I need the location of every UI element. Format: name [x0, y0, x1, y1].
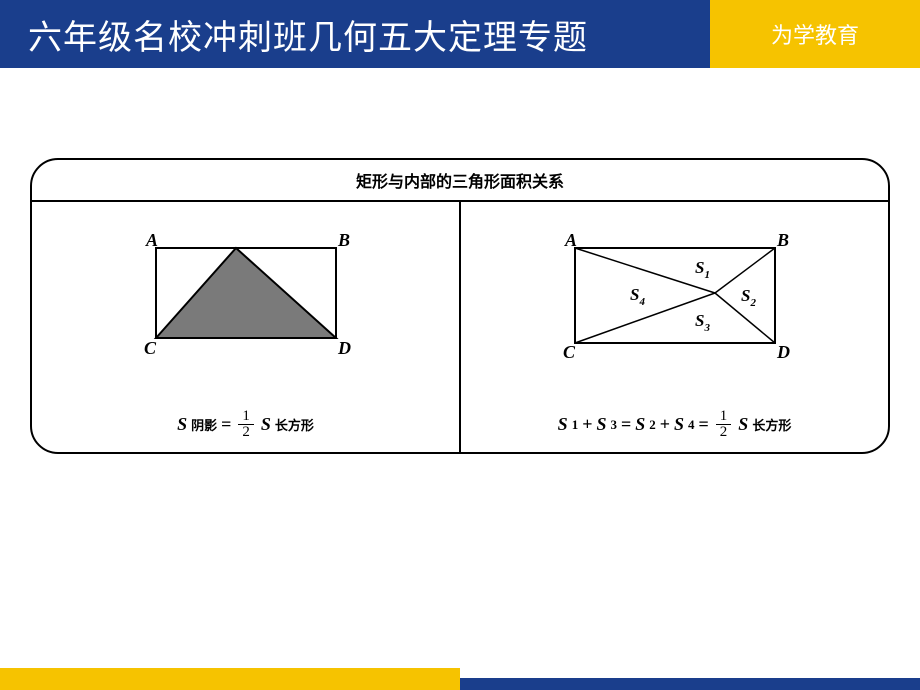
header-main: 六年级名校冲刺班几何五大定理专题	[0, 0, 710, 68]
brand-text: 为学教育	[771, 18, 859, 50]
diagram-title: 矩形与内部的三角形面积关系	[356, 174, 564, 191]
label-A-r: A	[564, 230, 577, 250]
page-title: 六年级名校冲刺班几何五大定理专题	[28, 10, 588, 59]
f-sub1: 阴影	[191, 415, 217, 434]
rf-den: 2	[716, 425, 732, 440]
f-frac: 1 2	[238, 409, 254, 440]
rf-S2: S	[635, 414, 645, 435]
left-formula-holder: S阴影 = 1 2 S长方形	[177, 403, 314, 452]
right-formula-holder: S1 + S3 = S2 + S4 = 1 2 S长方形	[558, 403, 792, 452]
right-figure: A B C D S1 S2 S3 S4	[535, 228, 815, 378]
right-formula: S1 + S3 = S2 + S4 = 1 2 S长方形	[558, 409, 792, 440]
right-figure-holder: A B C D S1 S2 S3 S4	[535, 202, 815, 403]
rf-S4: S	[674, 414, 684, 435]
header-brand: 为学教育	[710, 0, 920, 68]
left-figure: A B C D	[116, 228, 376, 378]
footer-yellow	[0, 668, 460, 690]
rf-S1: S	[558, 414, 568, 435]
label-B-r: B	[776, 230, 789, 250]
rf-n4: 4	[688, 417, 695, 433]
label-A: A	[145, 230, 158, 250]
label-C: C	[144, 338, 157, 358]
label-D-r: D	[776, 342, 790, 362]
label-C-r: C	[563, 342, 576, 362]
f-den: 2	[238, 425, 254, 440]
rf-frac: 1 2	[716, 409, 732, 440]
f-S1: S	[177, 414, 187, 435]
f-num: 1	[238, 409, 254, 425]
content-area: 矩形与内部的三角形面积关系 A B C D S阴影	[0, 68, 920, 454]
rf-n2: 2	[649, 417, 656, 433]
label-B: B	[337, 230, 350, 250]
left-formula: S阴影 = 1 2 S长方形	[177, 409, 314, 440]
f-S2: S	[261, 414, 271, 435]
rf-plus2: +	[660, 414, 670, 435]
rf-eq1: =	[621, 414, 631, 435]
rf-S3: S	[596, 414, 606, 435]
footer-blue	[460, 678, 920, 690]
rf-plus1: +	[582, 414, 592, 435]
diagram-panel-left: A B C D S阴影 = 1 2 S长方形	[32, 202, 461, 452]
rf-subrect: 长方形	[752, 415, 791, 434]
diagram-body: A B C D S阴影 = 1 2 S长方形	[32, 202, 888, 452]
f-sub2: 长方形	[275, 415, 314, 434]
rf-n3: 3	[610, 417, 617, 433]
rf-n1: 1	[572, 417, 579, 433]
header: 六年级名校冲刺班几何五大定理专题 为学教育	[0, 0, 920, 68]
rf-Srect: S	[738, 414, 748, 435]
left-figure-holder: A B C D	[116, 202, 376, 403]
f-eq: =	[221, 414, 231, 435]
label-D: D	[337, 338, 351, 358]
diagram-panel-right: A B C D S1 S2 S3 S4 S1 + S3	[461, 202, 888, 452]
footer-bar	[0, 668, 920, 690]
rf-eq2: =	[699, 414, 709, 435]
rf-num: 1	[716, 409, 732, 425]
diagram-title-row: 矩形与内部的三角形面积关系	[32, 160, 888, 202]
diagram-container: 矩形与内部的三角形面积关系 A B C D S阴影	[30, 158, 890, 454]
